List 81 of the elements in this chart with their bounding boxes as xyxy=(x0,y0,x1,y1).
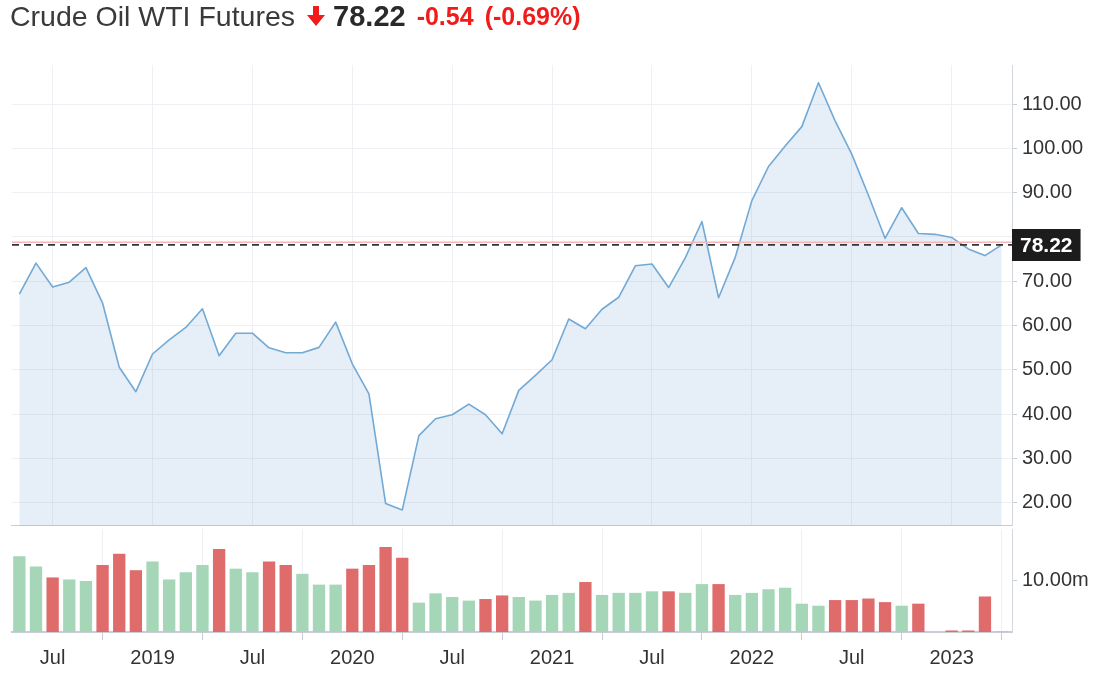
bar xyxy=(912,603,925,632)
bar xyxy=(113,553,126,632)
x-tick-label: Jul xyxy=(439,645,465,668)
bar xyxy=(279,565,292,632)
bar xyxy=(396,557,409,632)
bar xyxy=(695,584,709,632)
bar xyxy=(46,577,59,632)
x-tick-label: 2021 xyxy=(529,645,575,668)
bar xyxy=(446,596,459,632)
bar xyxy=(795,603,808,632)
bar xyxy=(679,592,692,632)
ref-line-label: 78.22 xyxy=(1020,232,1073,256)
bar xyxy=(812,605,825,632)
bar xyxy=(129,570,143,632)
bar xyxy=(462,600,476,632)
bar xyxy=(562,592,575,632)
bar xyxy=(296,573,309,632)
y-tick-label: 10.00m xyxy=(1022,568,1089,591)
bar xyxy=(362,565,376,632)
bar xyxy=(179,572,192,632)
bar xyxy=(412,602,426,632)
bar xyxy=(146,561,159,632)
bar xyxy=(262,561,276,632)
y-tick-label: 50.00 xyxy=(1022,357,1073,380)
x-tick-label: 2020 xyxy=(330,645,375,668)
x-tick-label: 2019 xyxy=(130,645,175,668)
bar xyxy=(229,568,242,632)
bar xyxy=(429,593,442,632)
bar xyxy=(745,592,759,632)
text: (-0.69%) xyxy=(484,1,581,30)
bar xyxy=(79,581,93,632)
bar xyxy=(978,596,992,632)
x-tick-label: Jul xyxy=(838,645,865,668)
bar xyxy=(63,579,76,632)
bar xyxy=(163,579,176,632)
y-tick-label: 30.00 xyxy=(1022,446,1073,469)
x-tick-label: 2022 xyxy=(729,645,775,668)
x-tick-label: Jul xyxy=(639,645,665,668)
bar xyxy=(729,594,742,632)
bar xyxy=(645,591,659,632)
bar xyxy=(346,568,359,632)
bar xyxy=(312,584,326,632)
y-tick-label: 60.00 xyxy=(1022,313,1073,336)
bar xyxy=(779,587,792,632)
bar xyxy=(13,556,26,632)
y-tick-label: 20.00 xyxy=(1022,490,1073,513)
bar xyxy=(845,600,858,632)
text: 78.22 xyxy=(333,0,406,32)
x-tick-label: Jul xyxy=(39,645,66,668)
bar xyxy=(878,602,892,632)
bar xyxy=(595,594,609,632)
x-tick-label: Jul xyxy=(239,645,266,668)
y-tick-label: 70.00 xyxy=(1022,268,1073,291)
bar xyxy=(479,599,492,632)
y-tick-label: 40.00 xyxy=(1022,401,1073,424)
bar xyxy=(545,594,559,632)
bar xyxy=(612,592,625,632)
bar xyxy=(96,565,109,632)
y-tick-label: 100.00 xyxy=(1022,135,1084,158)
bar xyxy=(196,565,209,632)
chart-title: Crude Oil WTI Futures xyxy=(10,0,296,32)
bar xyxy=(662,591,675,632)
bar xyxy=(895,605,908,632)
bar xyxy=(862,598,875,632)
y-tick-label: 110.00 xyxy=(1022,91,1082,114)
bar xyxy=(379,547,392,632)
bar xyxy=(329,584,342,632)
bar xyxy=(495,595,509,632)
bar xyxy=(579,582,592,632)
y-tick-label: 90.00 xyxy=(1022,180,1073,203)
bar xyxy=(828,600,842,632)
bar xyxy=(529,600,542,632)
bar xyxy=(29,566,43,632)
bar xyxy=(629,592,642,632)
x-tick-label: 2023 xyxy=(929,645,974,668)
bar xyxy=(212,549,226,632)
bar xyxy=(246,572,259,632)
text: -0.54 xyxy=(416,1,474,30)
bar xyxy=(512,596,525,632)
bar xyxy=(712,584,725,632)
bar xyxy=(762,589,775,632)
